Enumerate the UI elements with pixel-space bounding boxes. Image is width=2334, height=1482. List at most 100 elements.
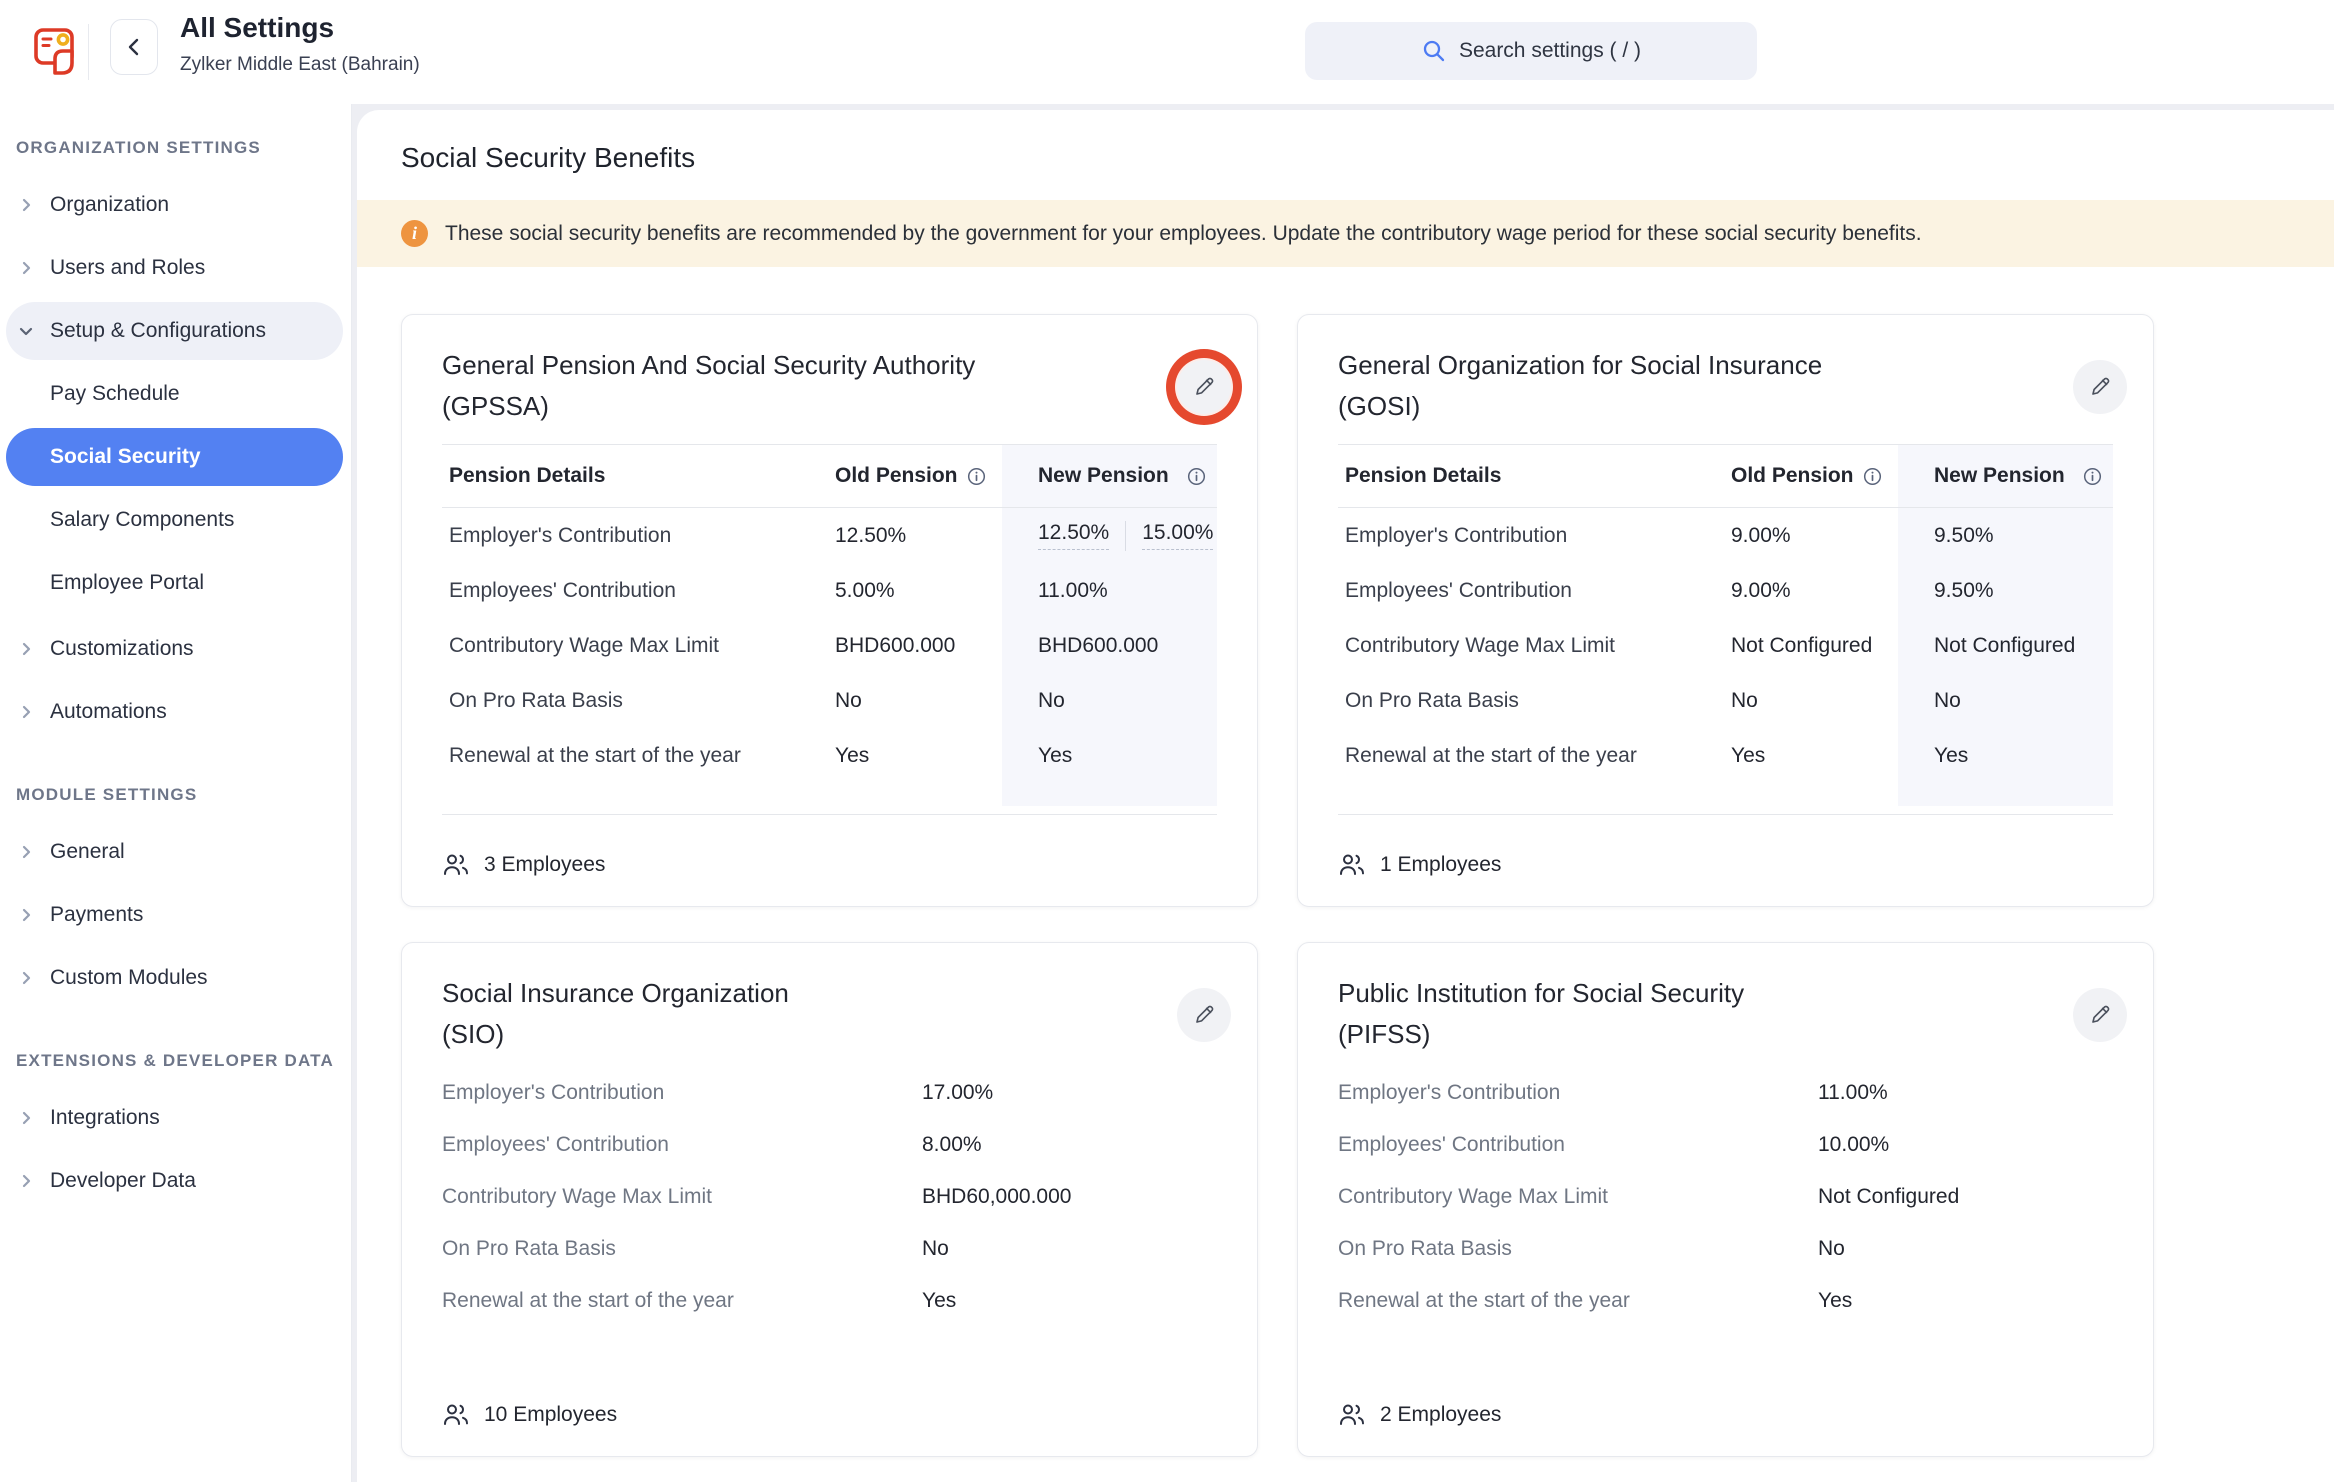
table-row: Employer's Contribution 9.00% 9.50% bbox=[1338, 508, 2113, 563]
sidebar-item-custom-modules[interactable]: Custom Modules bbox=[6, 949, 343, 1007]
card-title-text: Public Institution for Social Security bbox=[1338, 978, 1745, 1008]
detail-row: Contributory Wage Max Limit Not Configur… bbox=[1338, 1185, 1960, 1208]
table-spacer bbox=[442, 783, 1217, 806]
new-pension-alt-value[interactable]: 15.00% bbox=[1142, 521, 1214, 550]
employees-icon bbox=[444, 854, 468, 875]
header-divider bbox=[88, 24, 89, 80]
sidebar-item-label: Customizations bbox=[50, 637, 194, 660]
column-old-pension: Old Pension bbox=[1724, 445, 1898, 507]
page-title: Social Security Benefits bbox=[401, 142, 696, 173]
back-button[interactable] bbox=[110, 19, 158, 75]
table-spacer bbox=[1338, 783, 2113, 806]
card-title: General Pension And Social Security Auth… bbox=[442, 345, 1102, 427]
benefit-card-sio: Social Insurance Organization (SIO) Empl… bbox=[401, 942, 1258, 1457]
benefit-cards-grid: General Pension And Social Security Auth… bbox=[401, 314, 2334, 1457]
card-title-text: Social Insurance Organization bbox=[442, 978, 789, 1008]
chevron-right-icon bbox=[22, 198, 31, 212]
sidebar-item-employee-portal[interactable]: Employee Portal bbox=[6, 554, 343, 612]
new-pension-value[interactable]: 12.50% bbox=[1038, 521, 1110, 550]
info-icon[interactable] bbox=[1863, 467, 1882, 486]
info-icon[interactable] bbox=[1187, 467, 1206, 486]
column-pension-details: Pension Details bbox=[449, 464, 606, 487]
chevron-right-icon bbox=[22, 642, 31, 656]
table-row: Renewal at the start of the year Yes Yes bbox=[442, 728, 1217, 783]
edit-sio-button[interactable] bbox=[1177, 988, 1231, 1042]
employee-count: 3 Employees bbox=[442, 851, 605, 878]
info-icon: i bbox=[401, 220, 428, 247]
card-title-text: General Pension And Social Security Auth… bbox=[442, 350, 976, 380]
pension-table: Pension Details Old Pension New Pension … bbox=[442, 444, 1217, 815]
new-pension-dual-value: 12.50% 15.00% bbox=[1002, 508, 1217, 563]
edit-pifss-button[interactable] bbox=[2073, 988, 2127, 1042]
sidebar-item-organization[interactable]: Organization bbox=[6, 176, 343, 234]
value-separator bbox=[1125, 520, 1127, 551]
chevron-right-icon bbox=[22, 971, 31, 985]
sidebar-item-label: Salary Components bbox=[50, 508, 235, 531]
employee-count: 10 Employees bbox=[442, 1401, 617, 1428]
sidebar-item-customizations[interactable]: Customizations bbox=[6, 620, 343, 678]
detail-row: Employer's Contribution 11.00% bbox=[1338, 1081, 1888, 1104]
table-row: Employees' Contribution 9.00% 9.50% bbox=[1338, 563, 2113, 618]
chevron-down-icon bbox=[19, 327, 33, 336]
card-header: Social Insurance Organization (SIO) bbox=[442, 943, 1217, 1055]
info-icon[interactable] bbox=[967, 467, 986, 486]
sidebar-item-label: Custom Modules bbox=[50, 966, 208, 989]
sidebar-item-label: Pay Schedule bbox=[50, 382, 180, 405]
column-old-pension: Old Pension bbox=[828, 445, 1002, 507]
card-header: General Pension And Social Security Auth… bbox=[442, 315, 1217, 427]
page-header-title: All Settings bbox=[180, 12, 335, 43]
sidebar-item-label: Social Security bbox=[50, 445, 201, 468]
sidebar-item-label: Users and Roles bbox=[50, 256, 206, 279]
pencil-icon bbox=[1196, 377, 1214, 395]
sidebar-item-general[interactable]: General bbox=[6, 823, 343, 881]
sidebar-item-payments[interactable]: Payments bbox=[6, 886, 343, 944]
employee-count: 2 Employees bbox=[1338, 1401, 1501, 1428]
detail-row: Employer's Contribution 17.00% bbox=[442, 1081, 994, 1104]
sidebar-item-setup-configurations[interactable]: Setup & Configurations bbox=[6, 302, 343, 360]
edit-gosi-button[interactable] bbox=[2073, 360, 2127, 414]
sidebar-item-pay-schedule[interactable]: Pay Schedule bbox=[6, 365, 343, 423]
employees-icon bbox=[1340, 1404, 1364, 1425]
chevron-right-icon bbox=[22, 1111, 31, 1125]
footer-divider bbox=[1338, 814, 2113, 815]
table-row: On Pro Rata Basis No No bbox=[1338, 673, 2113, 728]
detail-row: Renewal at the start of the year Yes bbox=[1338, 1289, 1853, 1312]
benefit-card-pifss: Public Institution for Social Security (… bbox=[1297, 942, 2154, 1457]
sidebar-item-integrations[interactable]: Integrations bbox=[6, 1089, 343, 1147]
table-row: Renewal at the start of the year Yes Yes bbox=[1338, 728, 2113, 783]
card-title-abbr: (PIFSS) bbox=[1338, 1019, 1431, 1049]
sidebar-item-label: Setup & Configurations bbox=[50, 319, 266, 342]
sidebar-item-label: Payments bbox=[50, 903, 144, 926]
settings-sidebar: ORGANIZATION SETTINGS Organization Users… bbox=[0, 104, 352, 1482]
chevron-left-icon bbox=[128, 38, 139, 56]
employee-count: 1 Employees bbox=[1338, 851, 1501, 878]
sidebar-item-salary-components[interactable]: Salary Components bbox=[6, 491, 343, 549]
search-icon bbox=[1423, 40, 1445, 62]
chevron-right-icon bbox=[22, 908, 31, 922]
sidebar-item-label: General bbox=[50, 840, 125, 863]
sidebar-section-module-settings: MODULE SETTINGS bbox=[16, 785, 198, 804]
table-row: Employer's Contribution 12.50% 12.50% 15… bbox=[442, 508, 1217, 563]
card-title: Public Institution for Social Security (… bbox=[1338, 973, 1998, 1055]
search-settings-input[interactable]: Search settings ( / ) bbox=[1305, 22, 1757, 80]
employees-icon bbox=[1340, 854, 1364, 875]
edit-gpssa-button[interactable] bbox=[1177, 360, 1231, 414]
card-title-abbr: (SIO) bbox=[442, 1019, 505, 1049]
sidebar-item-label: Organization bbox=[50, 193, 170, 216]
detail-row: Renewal at the start of the year Yes bbox=[442, 1289, 957, 1312]
benefit-details: Employer's Contribution 11.00% Employees… bbox=[1338, 1067, 2113, 1327]
table-row: On Pro Rata Basis No No bbox=[442, 673, 1217, 728]
card-title-text: General Organization for Social Insuranc… bbox=[1338, 350, 1823, 380]
sidebar-section-extensions-developer-data: EXTENSIONS & DEVELOPER DATA bbox=[16, 1051, 334, 1070]
benefit-details: Employer's Contribution 17.00% Employees… bbox=[442, 1067, 1217, 1327]
sidebar-item-social-security[interactable]: Social Security bbox=[6, 428, 343, 486]
column-new-pension: New Pension bbox=[1898, 445, 2113, 507]
sidebar-item-users-and-roles[interactable]: Users and Roles bbox=[6, 239, 343, 297]
sidebar-item-automations[interactable]: Automations bbox=[6, 683, 343, 741]
sidebar-item-label: Employee Portal bbox=[50, 571, 205, 594]
column-new-pension: New Pension bbox=[1002, 445, 1217, 507]
sidebar-item-label: Developer Data bbox=[50, 1169, 196, 1192]
main-panel: Social Security Benefits i These social … bbox=[357, 110, 2334, 1482]
info-icon[interactable] bbox=[2083, 467, 2102, 486]
sidebar-item-developer-data[interactable]: Developer Data bbox=[6, 1152, 343, 1210]
